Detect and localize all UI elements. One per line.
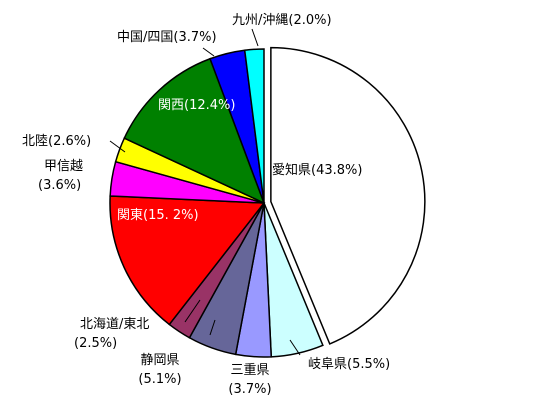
category-name: 北海道/東北	[80, 316, 149, 332]
leader-line	[184, 299, 201, 323]
value-label: (2.5%)	[74, 336, 117, 351]
category-name: 関東	[117, 207, 143, 223]
category-name: 中国/四国	[117, 30, 173, 45]
value-label: (2.0%)	[288, 13, 331, 28]
leader-line	[209, 319, 216, 336]
category-name: 静岡県	[140, 353, 179, 368]
pie-slice	[109, 195, 266, 326]
pie-slice	[243, 48, 265, 204]
pie-slice	[123, 57, 266, 205]
value-label: (43.8%)	[311, 163, 362, 178]
category-name: 岐阜県	[308, 356, 347, 372]
slice-label: 北海道/東北 (2.5%)	[74, 316, 149, 351]
slice-label: 岐阜県(5.5%)	[308, 356, 390, 372]
slice-label: 関西(12.4%)	[158, 98, 235, 113]
slice-label: 静岡県 (5.1%)	[138, 353, 181, 387]
value-label: (3.6%)	[38, 178, 81, 193]
category-name: 九州/沖縄	[232, 13, 288, 28]
category-name: 関西	[158, 98, 184, 113]
value-label: (5.5%)	[347, 357, 390, 372]
category-name: 北陸	[22, 133, 48, 149]
value-label: (2.6%)	[48, 134, 91, 149]
leader-line	[109, 140, 126, 153]
leader-line	[202, 47, 215, 57]
slice-label: 愛知県(43.8%)	[272, 162, 362, 178]
category-name: 愛知県	[272, 162, 311, 178]
value-label: (3.7%)	[228, 382, 271, 397]
slice-label: 中国/四国(3.7%)	[117, 30, 217, 45]
slice-label: 三重県 (3.7%)	[228, 362, 271, 397]
pie-slice	[270, 46, 426, 345]
slice-label: 関東(15. 2%)	[117, 207, 199, 223]
slice-label: 甲信越 (3.6%)	[38, 159, 83, 193]
category-name: 三重県	[230, 362, 269, 378]
leader-line	[251, 28, 259, 47]
slice-label: 九州/沖縄(2.0%)	[232, 13, 332, 28]
leader-line	[289, 339, 301, 356]
value-label: (3.7%)	[173, 30, 216, 45]
category-name: 甲信越	[44, 159, 83, 174]
slice-label: 北陸(2.6%)	[22, 133, 91, 149]
value-label: (15. 2%)	[143, 208, 199, 223]
value-label: (5.1%)	[138, 372, 181, 387]
value-label: (12.4%)	[184, 98, 235, 113]
